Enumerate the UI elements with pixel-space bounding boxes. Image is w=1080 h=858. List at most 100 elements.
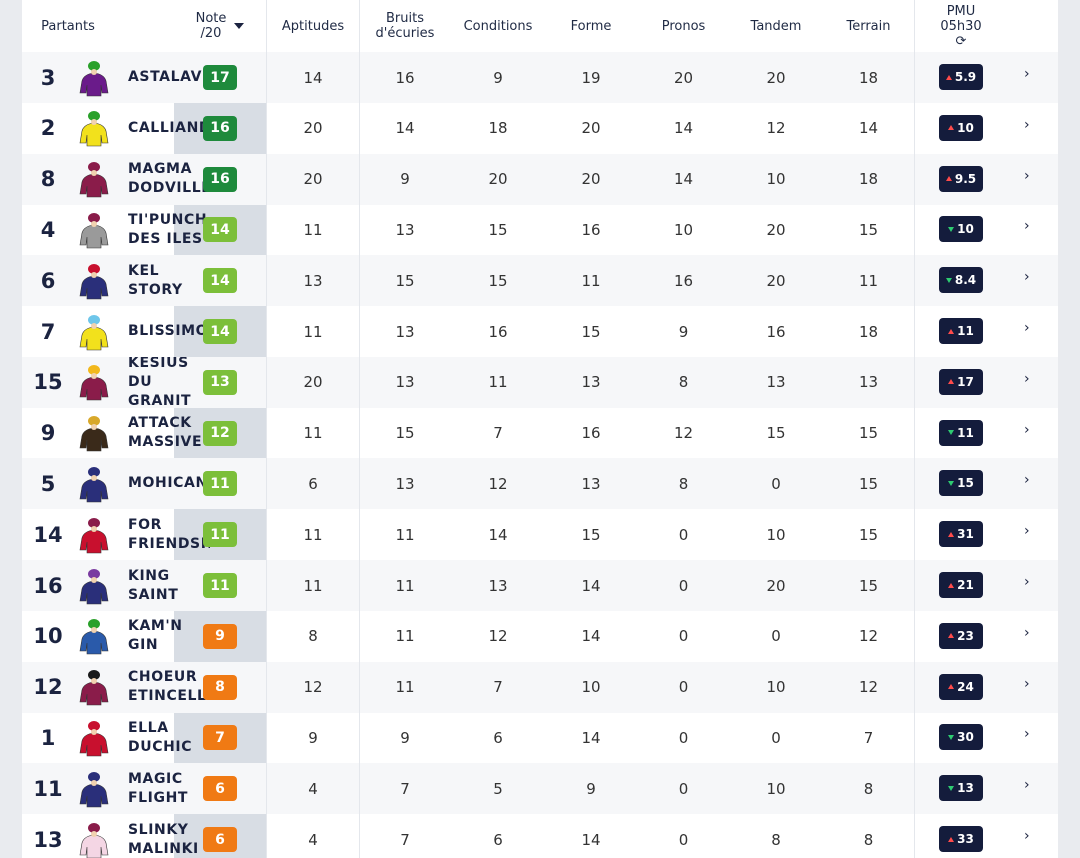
chevron-right-icon[interactable]: › [1024, 218, 1030, 235]
table-row[interactable]: 2 CALLIANDRA16 20 14 18 20 14 12 14 10 › [22, 103, 1058, 154]
header-tandem[interactable]: Tandem [730, 0, 822, 52]
runner-name-line: STORY [128, 281, 183, 298]
sort-desc-icon [234, 23, 245, 29]
chevron-right-icon[interactable]: › [1024, 726, 1030, 743]
table-row[interactable]: 7 BLISSIMO 14 11 13 16 15 9 16 18 11 › [22, 306, 1058, 357]
header-conditions[interactable]: Conditions [451, 0, 545, 52]
chevron-right-icon[interactable]: › [1024, 523, 1030, 540]
table-row[interactable]: 8 MAGMA DODVILLE 16 20 9 20 20 14 10 18 9.5 › [22, 153, 1058, 205]
trend-up-icon [948, 328, 955, 334]
header-bruits-line1: Bruits [386, 11, 424, 26]
chevron-right-icon[interactable]: › [1024, 370, 1030, 387]
runner-name[interactable]: ATTACK MASSIVE [128, 408, 210, 459]
header-pmu[interactable]: PMU 05h30 ⟳ [915, 0, 1007, 52]
score-bruits: 13 [395, 373, 415, 392]
score-tandem: 13 [766, 373, 786, 392]
runner-name[interactable]: CALLIANDRA [128, 103, 210, 154]
table-header: Partants Note/20 Aptitudes Bruits d'écuri… [22, 0, 1058, 52]
header-aptitudes[interactable]: Aptitudes [267, 0, 359, 52]
header-terrain[interactable]: Terrain [822, 0, 915, 52]
runner-name[interactable]: KEL STORY [128, 255, 210, 306]
score-tandem: 8 [771, 830, 781, 849]
score-pronos: 12 [673, 424, 694, 443]
table-row[interactable]: 15 KESIUS DU GRANIT 13 20 13 11 13 8 13 13 17 › [22, 356, 1058, 408]
runner-number: 16 [33, 573, 63, 598]
runner-name[interactable]: MOHICAN [128, 458, 210, 509]
header-pronos[interactable]: Pronos [637, 0, 730, 52]
runner-number: 3 [40, 65, 56, 90]
header-partants[interactable]: Partants [22, 0, 114, 52]
runner-number: 7 [40, 319, 56, 344]
score-pronos: 0 [678, 525, 689, 544]
pmu-odds-value: 11 [957, 425, 974, 440]
header-forme[interactable]: Forme [545, 0, 637, 52]
score-pronos: 14 [673, 170, 694, 189]
score-aptitudes: 11 [303, 424, 323, 443]
chevron-right-icon[interactable]: › [1024, 574, 1030, 590]
runner-number: 12 [33, 675, 63, 700]
table-row[interactable]: 3 ASTALAVISTA17 14 16 9 19 20 20 18 5.9 › [22, 52, 1058, 103]
runner-name-line: FOR [128, 516, 163, 533]
score-aptitudes: 11 [303, 322, 323, 341]
refresh-icon[interactable]: ⟳ [955, 33, 967, 49]
runner-name[interactable]: TI'PUNCH DES ILES [128, 204, 210, 255]
runner-name[interactable]: MAGMA DODVILLE [128, 154, 210, 205]
runner-name-line: ETINCELLE [128, 688, 210, 705]
runner-name-line: FRIENDSHIP [128, 535, 210, 552]
chevron-right-icon[interactable]: › [1024, 66, 1030, 82]
note-badge: 11 [203, 573, 237, 598]
chevron-right-icon[interactable]: › [1024, 116, 1030, 133]
table-row[interactable]: 9 ATTACK MASSIVE 12 11 15 7 16 12 15 15 11 › [22, 408, 1058, 459]
runner-number: 4 [40, 217, 56, 242]
score-pronos: 0 [678, 830, 689, 849]
chevron-right-icon[interactable]: › [1024, 777, 1030, 794]
chevron-right-icon[interactable]: › [1024, 167, 1030, 184]
chevron-right-icon[interactable]: › [1024, 828, 1030, 844]
score-conditions: 9 [493, 68, 503, 87]
trend-down-icon [948, 430, 955, 436]
pmu-odds-badge: 33 [939, 826, 983, 852]
pmu-odds-badge: 30 [939, 724, 983, 751]
runner-name-line: FLIGHT [128, 789, 189, 806]
score-tandem: 12 [766, 119, 786, 138]
trend-up-icon [948, 836, 955, 842]
table-row[interactable]: 13 SLINKY MALINKI 6 4 7 6 14 0 8 8 33 › [22, 814, 1058, 858]
note-badge: 8 [203, 674, 237, 700]
table-row[interactable]: 11 MAGIC FLIGHT 6 4 7 5 9 0 10 8 13 › [22, 763, 1058, 815]
chevron-right-icon[interactable]: › [1024, 269, 1030, 286]
score-aptitudes: 20 [303, 373, 323, 392]
runner-name-line: CHOEUR [128, 669, 198, 686]
runner-name-line: GIN [128, 637, 159, 654]
score-forme: 20 [581, 119, 601, 138]
chevron-right-icon[interactable]: › [1024, 421, 1030, 438]
runner-name[interactable]: MAGIC FLIGHT [128, 763, 210, 814]
column-divider [359, 0, 360, 858]
score-conditions: 15 [488, 271, 508, 290]
score-conditions: 16 [488, 322, 508, 341]
table-row[interactable]: 14FORFRIENDSHIP11111114150101531› [22, 509, 1058, 560]
chevron-right-icon[interactable]: › [1024, 320, 1030, 336]
runner-name[interactable]: KING SAINT [128, 560, 210, 611]
score-tandem: 10 [766, 678, 786, 697]
chevron-right-icon[interactable]: › [1024, 624, 1030, 641]
runner-name[interactable]: ASTALAVISTA [128, 52, 210, 103]
runner-name[interactable]: CHOEUR ETINCELLE [128, 662, 210, 713]
runner-name[interactable]: FOR FRIENDSHIP [128, 509, 210, 560]
table-row[interactable]: 1 ELLA DUCHIC 7 9 9 6 14 0 0 7 30 › [22, 712, 1058, 763]
runner-name[interactable]: ELLA DUCHIC [128, 712, 210, 763]
chevron-right-icon[interactable]: › [1024, 472, 1030, 489]
score-bruits: 13 [395, 220, 415, 239]
runner-name[interactable]: SLINKY MALINKI [128, 814, 210, 858]
table-row[interactable]: 12 CHOEUR ETINCELLE 8 12 11 7 10 0 10 12 24 › [22, 661, 1058, 713]
header-note-sort[interactable]: Note/20 [174, 0, 266, 52]
runner-name[interactable]: KAM'N GIN [128, 611, 210, 662]
table-row[interactable]: 16 KING SAINT 11 11 11 13 14 0 20 15 21 › [22, 560, 1058, 611]
chevron-right-icon[interactable]: › [1024, 675, 1030, 692]
table-row[interactable]: 6 KEL STORY 14 13 15 15 11 16 20 11 8.4 › [22, 255, 1058, 307]
runner-name[interactable]: BLISSIMO [128, 306, 210, 357]
table-row[interactable]: 4 TI'PUNCH DES ILES 14 11 13 15 16 10 20 15 10 › [22, 204, 1058, 255]
runner-name[interactable]: KESIUS DU GRANIT [128, 357, 210, 408]
table-row[interactable]: 10 KAM'N GIN 9 8 11 12 14 0 0 12 23 › [22, 611, 1058, 662]
header-bruits[interactable]: Bruits d'écuries [359, 0, 451, 52]
table-row[interactable]: 5 MOHICAN 11 6 13 12 13 8 0 15 15 › [22, 458, 1058, 510]
